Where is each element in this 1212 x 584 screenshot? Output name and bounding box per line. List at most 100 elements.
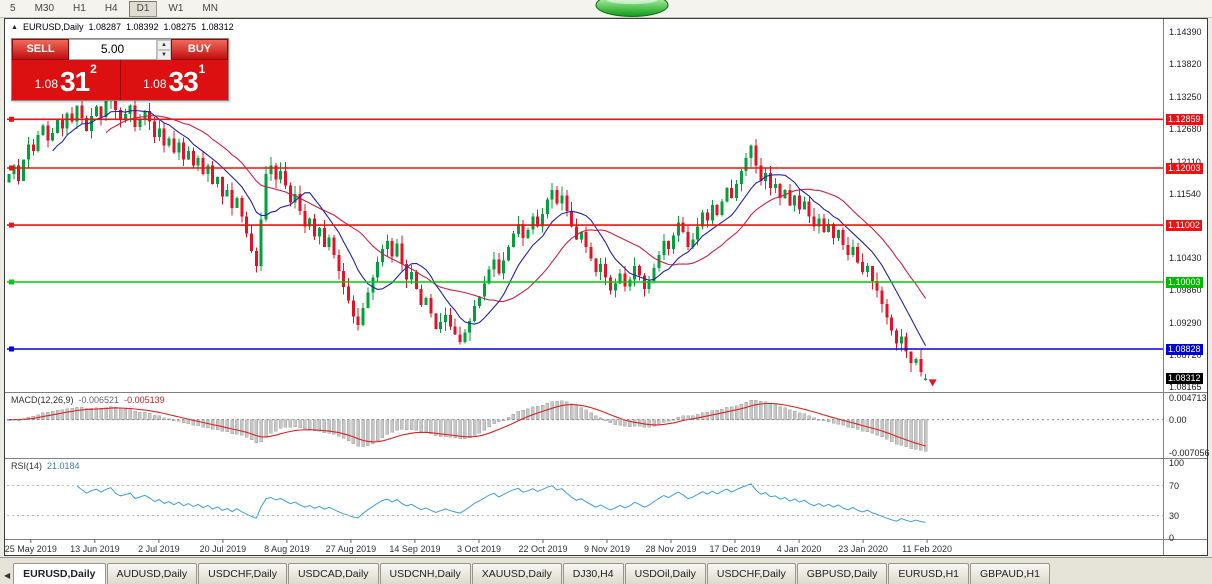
date-label: 11 Feb 2020 (902, 544, 953, 554)
level-lines[interactable] (7, 116, 1163, 352)
volume-box: 5.00 ▲ ▼ (69, 39, 171, 60)
chart-tab-gbpaud-h1[interactable]: GBPAUD,H1 (970, 563, 1050, 584)
date-label: 3 Oct 2019 (456, 544, 501, 554)
chart-tab-audusd-daily[interactable]: AUDUSD,Daily (106, 563, 198, 584)
rsi-axis-label: 70 (1169, 480, 1180, 491)
chart-tab-usdchf-daily[interactable]: USDCHF,Daily (706, 563, 796, 584)
chart-tab-eurusd-daily[interactable]: EURUSD,Daily (13, 563, 106, 584)
level-price-badge: 1.12003 (1166, 163, 1203, 175)
macd-histogram (7, 399, 928, 452)
date-label: 2 Jul 2019 (138, 544, 180, 554)
rsi-indicator-label: RSI(14) 21.0184 (11, 461, 80, 471)
chart-tab-xauusd-daily[interactable]: XAUUSD,Daily (471, 563, 562, 584)
time-axis[interactable]: 25 May 2019 13 Jun 2019 2 Jul 2019 20 Jul 2… (5, 540, 1163, 557)
sell-price-big-digits: 31 (60, 66, 90, 97)
macd-main-value: -0.006521 (78, 395, 120, 405)
chart-tab-gbpusd-daily[interactable]: GBPUSD,Daily (796, 563, 888, 584)
rsi-line (76, 483, 926, 523)
level-price-badge: 1.10003 (1166, 277, 1203, 288)
price-axis-label: 1.14390 (1169, 27, 1202, 37)
logo-ellipse (595, 0, 669, 17)
date-label: 17 Dec 2019 (709, 544, 761, 554)
ma-fast-line (52, 109, 927, 346)
sell-price-prefix: 1.08 (34, 77, 58, 91)
rsi-axis-label: 30 (1169, 510, 1180, 521)
macd-title: MACD(12,26,9) (11, 395, 74, 405)
collapse-arrow-icon[interactable]: ▲ (11, 23, 18, 31)
buy-price-display[interactable]: 1.08 33 1 (121, 60, 229, 100)
buy-button[interactable]: BUY (171, 39, 228, 60)
rsi-axis-label: 0 (1169, 533, 1175, 543)
price-axis-label: 1.12110 (1169, 156, 1201, 167)
timeframe-button-m30[interactable]: M30 (27, 1, 62, 17)
date-label: 14 Sep 2019 (389, 544, 441, 554)
sell-arrow-icon (928, 379, 937, 387)
rsi-title: RSI(14) (11, 461, 43, 471)
price-axis[interactable]: 1.14390 1.13820 1.13250 1.12680 1.12110 1.115… (1164, 19, 1210, 557)
price-axis-label: 1.09290 (1169, 317, 1202, 328)
chart-area[interactable]: ▲ EURUSD,Daily 1.08287 1.08392 1.08275 1… (4, 18, 1210, 557)
quote-high: 1.08392 (126, 22, 159, 32)
current-price-badge: 1.08312 (1166, 373, 1203, 385)
macd-signal-value: -0.005139 (124, 395, 165, 405)
ma-slow-line (105, 115, 927, 303)
macd-axis-label: 0.00 (1169, 414, 1187, 425)
chart-tab-usdchf-daily[interactable]: USDCHF,Daily (198, 563, 287, 584)
macd-signal-line (8, 402, 926, 447)
chart-tab-usdoil-daily[interactable]: USDOil,Daily (624, 563, 706, 584)
chart-canvas[interactable] (5, 19, 1207, 555)
date-label: 8 Aug 2019 (264, 544, 310, 554)
price-axis-label: 1.11540 (1169, 189, 1201, 200)
timeframe-button-h1[interactable]: H1 (65, 1, 94, 17)
date-label: 4 Jan 2020 (776, 544, 822, 554)
buy-price-pip-digit: 1 (198, 62, 206, 76)
volume-down-button[interactable]: ▼ (157, 50, 171, 60)
date-label: 28 Nov 2019 (645, 544, 697, 554)
sell-price-pip-digit: 2 (90, 62, 97, 76)
one-click-trading-panel: SELL 5.00 ▲ ▼ BUY 1.08 31 2 1.08 (11, 38, 229, 101)
date-label: 9 Nov 2019 (583, 544, 631, 554)
sell-price-display[interactable]: 1.08 31 2 (12, 60, 121, 100)
level-price-badge: 1.11002 (1166, 220, 1202, 232)
quote-line: ▲ EURUSD,Daily 1.08287 1.08392 1.08275 1… (11, 22, 234, 32)
chart-tab-usdcad-daily[interactable]: USDCAD,Daily (287, 563, 379, 584)
chart-tab-dj30-h4[interactable]: DJ30,H4 (562, 563, 624, 584)
timeframe-button-5[interactable]: 5 (2, 1, 24, 17)
sell-button[interactable]: SELL (12, 39, 69, 60)
timeframe-button-d1[interactable]: D1 (128, 0, 158, 17)
level-price-badge: 1.08828 (1166, 343, 1203, 355)
price-axis-label: 1.08165 (1169, 381, 1202, 392)
date-label: 23 Jan 2020 (838, 544, 888, 554)
timeframe-button-mn[interactable]: MN (194, 1, 226, 17)
chart-tab-usdcnh-daily[interactable]: USDCNH,Daily (379, 563, 471, 584)
rsi-axis-label: 100 (1169, 458, 1185, 468)
price-axis-label: 1.09860 (1169, 285, 1202, 296)
macd-indicator-label: MACD(12,26,9) -0.006521 -0.005139 (11, 395, 165, 405)
macd-axis-label: -0.007056 (1169, 447, 1210, 458)
price-axis-label: 1.08720 (1169, 350, 1202, 361)
date-label: 20 Jul 2019 (199, 544, 247, 554)
date-label: 27 Aug 2019 (325, 544, 377, 554)
date-label: 22 Oct 2019 (518, 544, 568, 554)
chart-tab-eurusd-h1[interactable]: EURUSD,H1 (888, 563, 970, 584)
buy-price-big-digits: 33 (168, 66, 199, 97)
price-axis-label: 1.13250 (1169, 91, 1202, 102)
quote-open: 1.08287 (88, 22, 121, 32)
timeframe-button-w1[interactable]: W1 (160, 1, 191, 17)
quote-symbol: EURUSD,Daily (22, 22, 84, 32)
level-price-badge: 1.12859 (1166, 114, 1203, 126)
price-axis-label: 1.12680 (1169, 124, 1202, 135)
macd-axis-label: 0.004713 (1169, 392, 1207, 403)
volume-input[interactable]: 5.00 (100, 42, 125, 56)
price-axis-label: 1.13820 (1169, 59, 1202, 70)
buy-price-prefix: 1.08 (143, 77, 167, 91)
rsi-value: 21.0184 (47, 461, 80, 471)
quote-close: 1.08312 (201, 22, 234, 32)
tab-scroll-left-icon[interactable]: ◀ (4, 571, 11, 580)
date-label: 25 May 2019 (4, 544, 57, 554)
quote-low: 1.08275 (163, 22, 197, 32)
candles (7, 81, 928, 381)
timeframe-button-h4[interactable]: H4 (97, 1, 126, 17)
volume-up-button[interactable]: ▲ (157, 40, 171, 50)
